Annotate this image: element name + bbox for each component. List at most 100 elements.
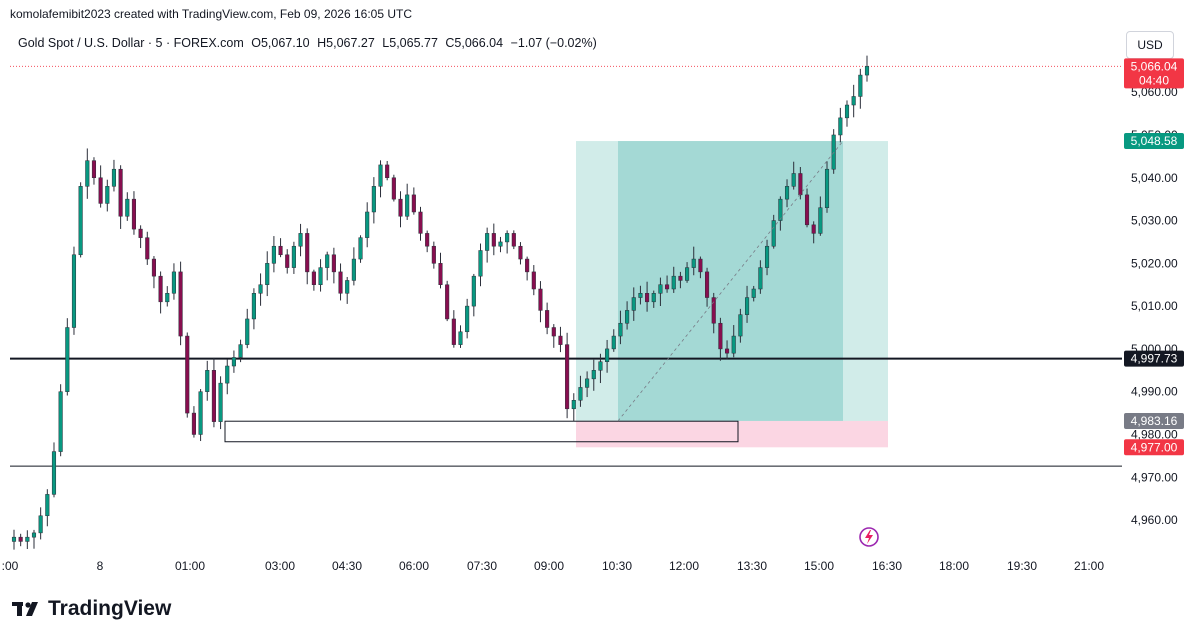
candle-body-117 (791, 173, 796, 187)
candle-body-108 (731, 335, 736, 354)
chart-credit: komolafemibit2023 created with TradingVi… (10, 7, 412, 21)
ohlc-high: H5,067.27 (317, 36, 375, 50)
candle-body-127 (858, 74, 863, 97)
candle-body-121 (818, 207, 823, 234)
candle-body-38 (265, 263, 270, 285)
candle-body-6 (51, 451, 57, 495)
candle-body-126 (851, 96, 856, 106)
candle-body-83 (565, 344, 570, 410)
candle-body-62 (425, 233, 430, 247)
candle-body-59 (405, 194, 410, 217)
lightning-bolt-icon (865, 530, 873, 544)
candle-body-115 (778, 198, 783, 221)
candle-body-27 (191, 412, 196, 435)
candle-body-46 (318, 267, 323, 285)
price-label-target (1124, 133, 1184, 150)
candle-body-105 (711, 297, 716, 324)
candle-body-25 (178, 271, 183, 337)
candle-body-15 (111, 168, 117, 187)
x-tick-label: 04:30 (332, 559, 362, 573)
x-tick-label: 13:30 (737, 559, 767, 573)
candle-body-16 (118, 168, 123, 217)
candle-body-76 (518, 245, 523, 260)
x-tick-label: 18:00 (939, 559, 969, 573)
candle-body-120 (811, 224, 816, 234)
candle-body-5 (45, 494, 50, 517)
tradingview-logo: TradingView (12, 597, 171, 621)
candle-body-52 (358, 237, 363, 260)
candle-body-4 (38, 515, 43, 534)
candle-body-100 (678, 275, 683, 281)
currency-selector[interactable]: USD (1126, 31, 1174, 59)
candle-body-8 (65, 327, 70, 392)
candle-body-109 (738, 314, 743, 337)
target-zone-filled (618, 141, 843, 421)
candle-body-82 (558, 335, 563, 345)
y-tick-label: 5,020.00 (1131, 256, 1178, 270)
candle-body-86 (585, 378, 590, 388)
tradingview-logo-icon (12, 602, 38, 616)
x-tick-label: 01:00 (175, 559, 205, 573)
candle-body-75 (511, 233, 516, 247)
x-tick-label: 10:30 (602, 559, 632, 573)
candle-body-17 (125, 198, 130, 217)
symbol-legend: Gold Spot / U.S. Dollar · 5 · FOREX.com … (18, 36, 601, 50)
symbol-name[interactable]: Gold Spot / U.S. Dollar · 5 · FOREX.com (18, 36, 244, 50)
candle-body-13 (98, 177, 103, 204)
candle-body-106 (718, 322, 723, 350)
ohlc-change: −1.07 (−0.02%) (510, 36, 597, 50)
candle-body-87 (591, 370, 596, 380)
candle-body-20 (145, 237, 150, 260)
candle-body-7 (58, 391, 63, 452)
candle-body-92 (625, 310, 630, 324)
candle-body-79 (538, 288, 543, 311)
candle-body-69 (471, 275, 476, 307)
candle-body-53 (365, 211, 370, 238)
candle-body-50 (345, 280, 350, 294)
price-label-text-target: 5,048.58 (1131, 134, 1178, 148)
candle-body-45 (311, 271, 316, 285)
candle-body-110 (744, 297, 750, 315)
candle-body-118 (798, 173, 803, 196)
price-label-stop (1124, 439, 1184, 456)
candle-body-122 (824, 168, 830, 208)
candle-body-31 (218, 382, 223, 422)
price-label-text-level: 4,997.73 (1131, 352, 1178, 366)
candle-body-2 (25, 536, 30, 542)
candle-body-71 (485, 233, 490, 251)
y-tick-label: 5,010.00 (1131, 299, 1178, 313)
candle-body-34 (238, 344, 243, 358)
candle-body-36 (251, 293, 256, 320)
candle-body-48 (331, 254, 336, 273)
tradingview-logo-text: TradingView (48, 597, 172, 620)
candle-body-116 (784, 186, 790, 200)
candle-body-125 (844, 104, 850, 119)
candle-body-111 (751, 288, 756, 298)
candle-body-23 (165, 293, 170, 303)
candle-body-58 (398, 198, 403, 217)
candle-body-93 (631, 297, 636, 311)
candle-body-119 (804, 194, 810, 226)
y-tick-label: 4,980.00 (1131, 427, 1178, 441)
candle-body-89 (605, 348, 610, 362)
candle-body-49 (338, 271, 343, 294)
candle-body-42 (291, 245, 296, 268)
candle-body-91 (618, 322, 623, 337)
candle-body-114 (771, 220, 776, 247)
y-tick-label: 5,030.00 (1131, 214, 1178, 228)
x-tick-label: 03:00 (265, 559, 295, 573)
x-tick-label: 07:30 (467, 559, 497, 573)
candle-body-101 (685, 267, 690, 281)
candle-body-65 (445, 284, 450, 320)
candle-body-66 (451, 318, 456, 345)
candle-body-19 (138, 228, 143, 238)
candle-body-35 (245, 318, 250, 345)
candle-body-37 (258, 284, 263, 294)
candle-body-11 (85, 160, 90, 187)
price-label-text-entry: 4,983.16 (1131, 414, 1178, 428)
x-tick-label: 15:00 (804, 559, 834, 573)
ohlc-open: O5,067.10 (251, 36, 310, 50)
candle-body-47 (325, 254, 330, 268)
candle-body-55 (378, 164, 383, 187)
